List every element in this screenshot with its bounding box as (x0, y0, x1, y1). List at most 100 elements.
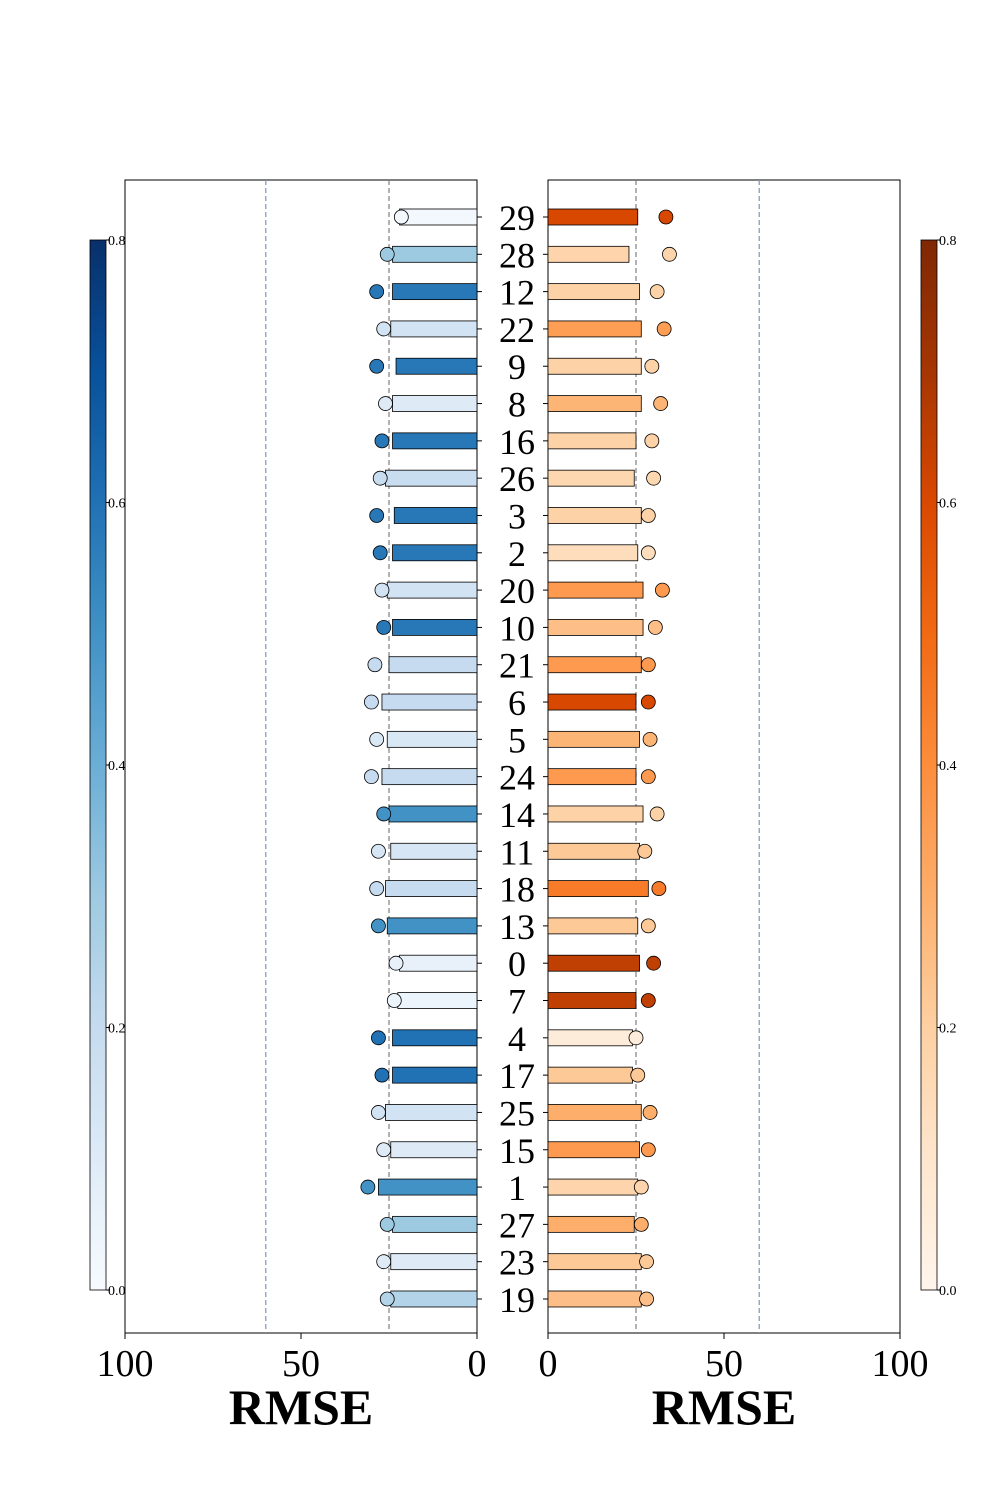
data-point (372, 470, 388, 486)
data-point (386, 993, 402, 1008)
data-point (640, 694, 656, 710)
category-label: 11 (500, 832, 535, 872)
bar (390, 1141, 478, 1159)
data-point (379, 1216, 395, 1232)
x-tick-label: 0 (468, 1343, 487, 1385)
bar (547, 320, 642, 338)
bar (392, 1029, 478, 1047)
colorbar (920, 239, 938, 1291)
data-point (376, 1254, 392, 1270)
bar (547, 1215, 635, 1233)
category-label: 5 (508, 720, 526, 760)
bar (385, 469, 478, 487)
data-point (376, 806, 392, 822)
data-point (378, 396, 393, 411)
category-label: 1 (508, 1168, 526, 1208)
category-label: 24 (499, 758, 535, 798)
category-label: 6 (508, 683, 526, 723)
data-point (371, 918, 386, 934)
category-label: 0 (508, 944, 526, 984)
data-point (363, 769, 379, 785)
data-point (647, 620, 663, 635)
category-label: 18 (499, 870, 535, 910)
x-tick-label: 0 (539, 1343, 558, 1385)
bar (547, 1253, 642, 1271)
bar (547, 1104, 642, 1121)
bar (547, 619, 644, 636)
data-point (371, 843, 386, 859)
data-point (633, 1216, 649, 1232)
colorbar-tick-label: 0.6 (108, 497, 126, 512)
bar (547, 805, 644, 823)
category-label: 3 (508, 496, 526, 536)
bar (392, 432, 478, 450)
category-label: 23 (499, 1243, 535, 1283)
data-point (651, 881, 667, 896)
category-label: 10 (499, 608, 535, 648)
bar (386, 917, 478, 935)
bar (399, 954, 478, 972)
colorbar-tick-label: 0.4 (939, 759, 957, 774)
data-point (374, 1067, 390, 1083)
data-point (374, 433, 390, 449)
category-labels: 2928122298162632201021652414111813074172… (499, 198, 535, 1320)
bar (392, 619, 478, 636)
data-point (633, 1179, 649, 1195)
data-point (642, 731, 658, 747)
bar (547, 283, 640, 301)
data-point (376, 620, 392, 635)
bar (547, 395, 642, 412)
bar (392, 1066, 478, 1084)
data-point (376, 321, 392, 337)
x-axis-label: RMSE (229, 1379, 373, 1435)
data-point (393, 209, 409, 225)
data-point (628, 1030, 644, 1046)
data-point (367, 657, 383, 673)
colorbar-tick-label: 0.2 (108, 1022, 126, 1037)
bar (547, 992, 637, 1009)
category-label: 12 (499, 273, 535, 313)
category-label: 2 (508, 534, 526, 574)
data-point (379, 1291, 395, 1307)
data-point (363, 694, 379, 710)
bar (547, 1029, 633, 1047)
data-point (640, 769, 656, 785)
category-label: 17 (499, 1056, 535, 1096)
bar (547, 507, 642, 524)
bar (392, 245, 478, 263)
colorbar-tick-label: 0.0 (939, 1284, 957, 1299)
data-point (656, 321, 672, 337)
category-label: 15 (499, 1131, 535, 1171)
x-axis-label: RMSE (652, 1379, 796, 1435)
data-point (646, 470, 661, 486)
bar (392, 395, 478, 412)
data-point (639, 1291, 654, 1307)
colorbar-tick-label: 0.4 (108, 759, 126, 774)
bar (392, 544, 478, 562)
data-point (640, 918, 656, 934)
bar (390, 1253, 478, 1271)
x-tick-label: 100 (97, 1343, 154, 1385)
category-label: 7 (508, 982, 526, 1022)
data-point (374, 582, 390, 598)
category-label: 4 (508, 1019, 526, 1059)
data-point (640, 1142, 656, 1158)
category-label: 19 (499, 1280, 535, 1320)
bar (547, 842, 640, 860)
bar (547, 880, 649, 897)
bar (395, 357, 478, 375)
bar (547, 544, 639, 562)
left-panel: 100 50 0 RMSE (97, 179, 487, 1435)
data-point (369, 284, 385, 300)
colorbar-tick-label: 0.2 (939, 1022, 957, 1037)
x-tick-label: 50 (705, 1343, 743, 1385)
bar (388, 805, 478, 823)
data-point (369, 881, 385, 896)
bar (388, 656, 478, 674)
x-tick-label: 50 (282, 1343, 320, 1385)
bar (547, 656, 642, 674)
data-point (642, 1105, 658, 1120)
bar (547, 917, 639, 935)
bar (385, 1104, 478, 1121)
data-point (371, 1105, 386, 1120)
